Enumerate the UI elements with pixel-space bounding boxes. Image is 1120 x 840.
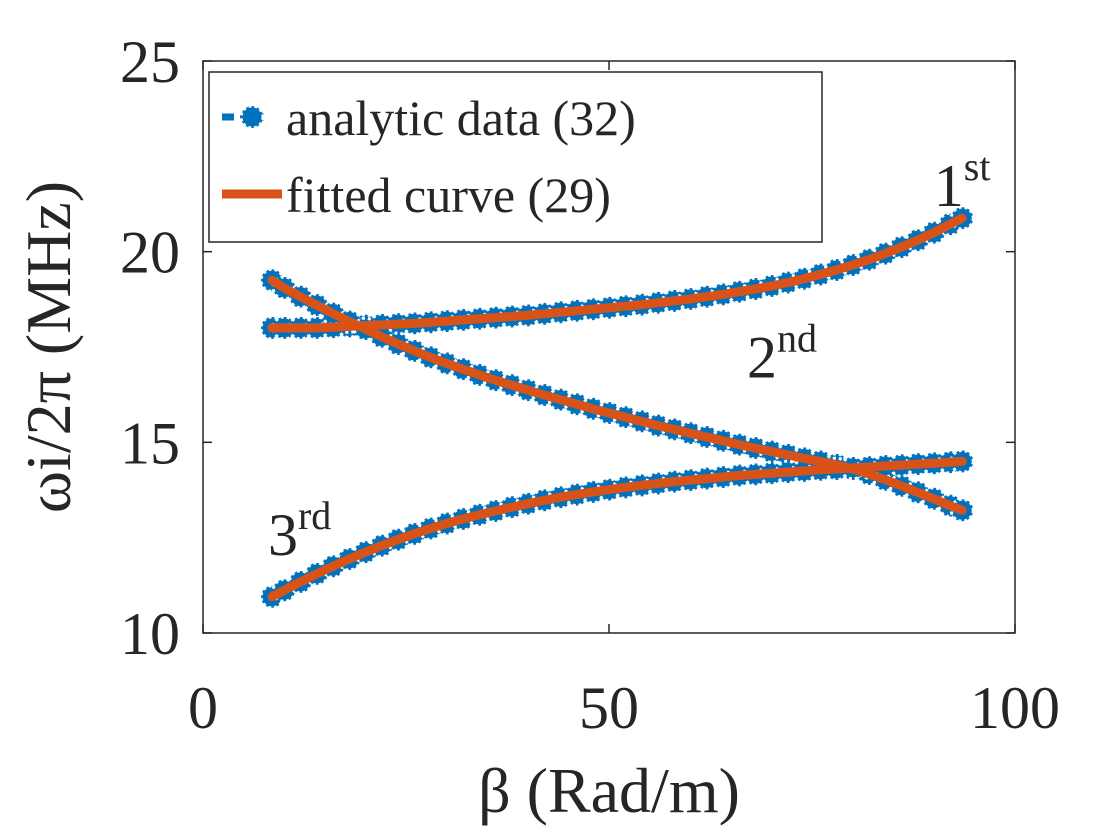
fitted-curve-3rd — [267, 456, 967, 602]
annotation-suffix: rd — [298, 493, 331, 538]
y-tick-label: 10 — [120, 601, 180, 667]
annotation-1st: 1st — [934, 144, 991, 219]
annotation-suffix: st — [964, 144, 991, 189]
x-axis-label: β (Rad/m) — [478, 755, 740, 826]
annotation-2nd: 2nd — [747, 316, 817, 391]
curve-annotations: 1st 2nd 3rd — [268, 144, 991, 568]
legend: analytic data (32) fitted curve (29) — [208, 71, 823, 243]
legend-entry-analytic: analytic data (32) — [222, 90, 636, 146]
legend-label-fitted: fitted curve (29) — [286, 167, 611, 223]
x-tick-label: 50 — [579, 675, 639, 741]
y-tick-label: 20 — [120, 220, 180, 286]
chart-marks — [259, 205, 975, 610]
annotation-number: 3 — [268, 502, 298, 568]
fitted-curve-1st — [267, 213, 967, 333]
legend-entry-fitted: fitted curve (29) — [222, 167, 611, 223]
y-tick-label: 15 — [120, 410, 180, 476]
y-tick-label: 25 — [120, 29, 180, 95]
legend-label-analytic: analytic data (32) — [286, 90, 636, 146]
legend-box — [208, 71, 823, 243]
annotation-number: 2 — [747, 325, 777, 391]
annotation-suffix: nd — [777, 316, 817, 361]
y-axis-label: ωi/2π (MHz) — [13, 181, 84, 513]
annotation-number: 1 — [934, 153, 964, 219]
axis-ticks: 0 50 100 10 15 20 25 — [120, 29, 1060, 741]
annotation-3rd: 3rd — [268, 493, 331, 568]
legend-marker — [239, 104, 265, 130]
x-tick-label: 100 — [970, 675, 1060, 741]
x-tick-label: 0 — [188, 675, 218, 741]
